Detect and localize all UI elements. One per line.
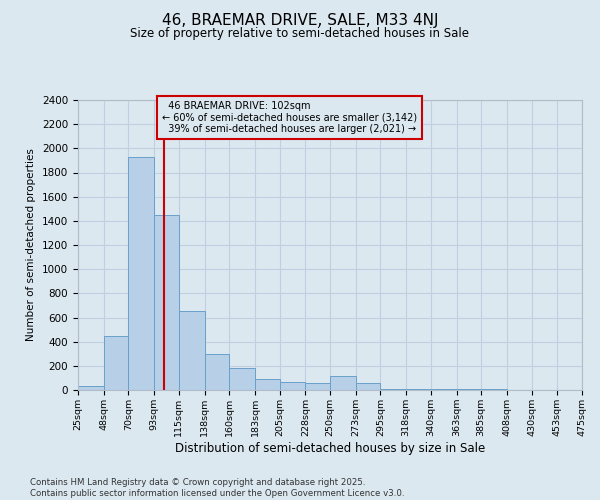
Bar bbox=[356, 383, 380, 390]
Text: 46, BRAEMAR DRIVE, SALE, M33 4NJ: 46, BRAEMAR DRIVE, SALE, M33 4NJ bbox=[162, 12, 438, 28]
Bar bbox=[380, 389, 406, 390]
Text: Contains HM Land Registry data © Crown copyright and database right 2025.
Contai: Contains HM Land Registry data © Crown c… bbox=[30, 478, 404, 498]
Bar bbox=[78, 386, 104, 390]
Bar bbox=[280, 382, 305, 390]
Text: Size of property relative to semi-detached houses in Sale: Size of property relative to semi-detach… bbox=[131, 28, 470, 40]
Bar bbox=[205, 354, 229, 390]
Bar bbox=[104, 336, 128, 390]
Bar bbox=[255, 379, 280, 390]
Bar bbox=[179, 312, 205, 390]
Bar bbox=[330, 376, 356, 390]
Y-axis label: Number of semi-detached properties: Number of semi-detached properties bbox=[26, 148, 37, 342]
Bar bbox=[305, 384, 330, 390]
Bar bbox=[128, 157, 154, 390]
Text: 46 BRAEMAR DRIVE: 102sqm
← 60% of semi-detached houses are smaller (3,142)
  39%: 46 BRAEMAR DRIVE: 102sqm ← 60% of semi-d… bbox=[162, 101, 417, 134]
X-axis label: Distribution of semi-detached houses by size in Sale: Distribution of semi-detached houses by … bbox=[175, 442, 485, 454]
Bar bbox=[229, 368, 255, 390]
Bar bbox=[154, 215, 179, 390]
